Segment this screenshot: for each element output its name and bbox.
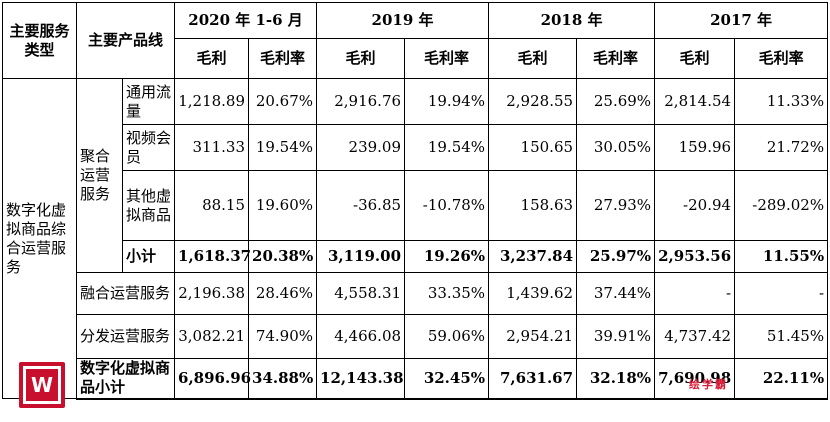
cell: 22.11% <box>734 358 829 400</box>
header-gross-margin: 毛利率 <box>576 38 656 79</box>
header-gross-profit: 毛利 <box>654 38 736 79</box>
watermark-logo: W <box>19 362 65 408</box>
cell: 4,737.42 <box>654 314 736 359</box>
cell: 32.45% <box>404 358 490 400</box>
service-type-cell: 数字化虚拟商品综合运营服务 <box>2 78 77 399</box>
header-period-2018: 2018 年 <box>488 2 656 39</box>
watermark-logo-letter: W <box>23 366 61 404</box>
cell: 27.93% <box>576 170 656 241</box>
cell: 3,082.21 <box>174 314 250 359</box>
cell: 19.26% <box>404 240 490 273</box>
row-label: 视频会员 <box>121 124 176 171</box>
cell: 21.72% <box>734 124 829 171</box>
total-label: 数字化虚拟商品小计 <box>75 358 176 400</box>
row-label: 通用流量 <box>121 78 176 125</box>
header-period-2020h1: 2020 年 1-6 月 <box>174 2 318 39</box>
cell: 159.96 <box>654 124 736 171</box>
cell: 19.60% <box>248 170 318 241</box>
cell: - <box>734 272 829 315</box>
cell: 2,814.54 <box>654 78 736 125</box>
cell: 4,558.31 <box>316 272 406 315</box>
cell: 1,618.37 <box>174 240 251 273</box>
header-gross-profit: 毛利 <box>316 38 406 79</box>
header-gross-profit: 毛利 <box>174 38 250 79</box>
cell: 2,916.76 <box>316 78 406 125</box>
cell: 2,928.55 <box>488 78 578 125</box>
subtotal-label: 小计 <box>121 240 176 273</box>
cell: 39.91% <box>576 314 656 359</box>
cell: 311.33 <box>174 124 250 171</box>
cell: 7,631.67 <box>488 358 578 400</box>
header-product-line: 主要产品线 <box>75 2 176 79</box>
header-gross-margin: 毛利率 <box>734 38 829 79</box>
cell: 20.67% <box>248 78 318 125</box>
header-gross-margin: 毛利率 <box>404 38 490 79</box>
gross-profit-table: 主要服务类型 主要产品线 2020 年 1-6 月 2019 年 2018 年 … <box>2 2 829 400</box>
cell: 34.88% <box>248 358 318 400</box>
cell: 2,196.38 <box>174 272 250 315</box>
row-label: 其他虚拟商品 <box>121 170 176 241</box>
cell: 51.45% <box>734 314 829 359</box>
distribution-service-label: 分发运营服务 <box>75 314 176 359</box>
cell: 2,953.56 <box>654 240 736 273</box>
cell: - <box>654 272 736 315</box>
cell: 28.46% <box>248 272 318 315</box>
cell: -289.02% <box>734 170 829 241</box>
cell: 11.55% <box>734 240 829 273</box>
cell: 19.54% <box>248 124 318 171</box>
cell: -10.78% <box>404 170 490 241</box>
cell: 3,237.84 <box>488 240 578 273</box>
cell: 74.90% <box>248 314 318 359</box>
watermark-text: 绘学霸 <box>689 378 728 391</box>
cell: 32.18% <box>576 358 656 400</box>
cell: 1,439.62 <box>488 272 578 315</box>
cell: 3,119.00 <box>316 240 406 273</box>
cell: 19.54% <box>404 124 490 171</box>
cell: 7,690.98 <box>654 358 736 400</box>
cell: -36.85 <box>316 170 406 241</box>
cell: 25.97% <box>576 240 656 273</box>
cell: 37.44% <box>576 272 656 315</box>
header-service-type: 主要服务类型 <box>2 2 77 79</box>
header-gross-margin: 毛利率 <box>248 38 318 79</box>
cell: 239.09 <box>316 124 406 171</box>
cell: 11.33% <box>734 78 829 125</box>
cell: 1,218.89 <box>174 78 250 125</box>
aggregate-service-label: 聚合运营服务 <box>76 78 123 273</box>
cell: 33.35% <box>404 272 490 315</box>
cell: 2,954.21 <box>488 314 578 359</box>
cell: 4,466.08 <box>316 314 406 359</box>
cell: 19.94% <box>404 78 490 125</box>
cell: 59.06% <box>404 314 490 359</box>
cell: 30.05% <box>576 124 656 171</box>
cell: 150.65 <box>488 124 578 171</box>
cell: 158.63 <box>488 170 578 241</box>
cell: 88.15 <box>174 170 250 241</box>
header-gross-profit: 毛利 <box>488 38 578 79</box>
header-period-2017: 2017 年 <box>654 2 829 39</box>
cell: 12,143.38 <box>316 358 406 400</box>
cell: -20.94 <box>654 170 736 241</box>
cell: 20.38% <box>248 240 318 273</box>
cell: 6,896.96 <box>174 358 251 400</box>
cell: 25.69% <box>576 78 656 125</box>
header-period-2019: 2019 年 <box>316 2 490 39</box>
fusion-service-label: 融合运营服务 <box>75 272 176 315</box>
